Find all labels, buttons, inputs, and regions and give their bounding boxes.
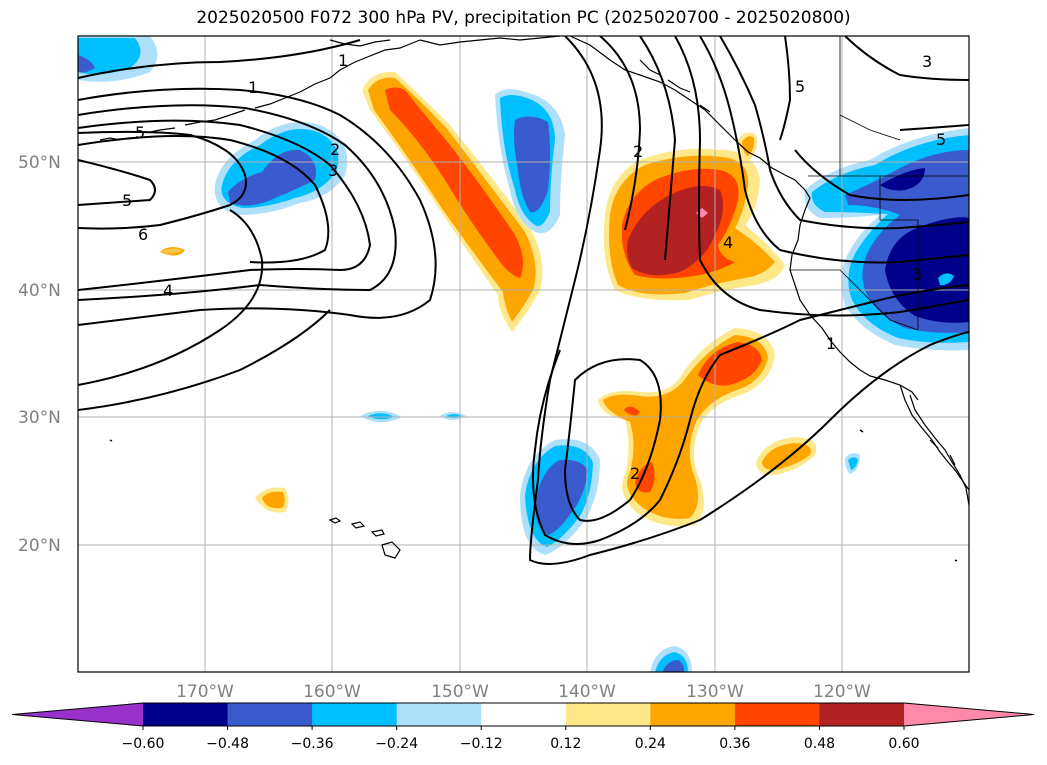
longitude-label: 140°W	[558, 682, 616, 702]
colorbar-tick-label: 0.24	[635, 736, 666, 752]
contour-label: 1	[338, 51, 348, 70]
contour-label: 4	[723, 233, 733, 252]
pv-contours	[78, 36, 969, 565]
coastlines	[99, 36, 969, 562]
contour-label: 5	[936, 130, 946, 149]
colorbar-segment	[143, 703, 229, 726]
latitude-label: 40°N	[18, 281, 61, 301]
longitude-label: 130°W	[686, 682, 744, 702]
colorbar-segment	[565, 703, 651, 726]
contour-label: 5	[795, 77, 805, 96]
contour-label: 3	[922, 52, 932, 71]
colorbar-segment	[396, 703, 482, 726]
negative-anomaly-subtropical	[520, 439, 600, 555]
latitude-axis: 50°N 40°N 30°N 20°N	[18, 153, 61, 556]
contour-label: 1	[248, 78, 258, 97]
contour-label: 1	[826, 334, 836, 353]
colorbar-tick-label: −0.48	[206, 736, 249, 752]
positive-anomaly-small-coast	[738, 132, 758, 160]
colorbar-segment	[734, 703, 820, 726]
contour-label: 4	[163, 281, 173, 300]
negative-anomaly-north	[495, 89, 565, 234]
colorbar-segment	[312, 703, 398, 726]
colorbar-tick-label: 0.36	[719, 736, 750, 752]
colorbar-tick-label: −0.36	[291, 736, 334, 752]
colorbar-tick-label: 0.60	[888, 736, 919, 752]
colorbar-tick-label: −0.24	[375, 736, 418, 752]
colorbar-tick-label: −0.60	[122, 736, 165, 752]
colorbar-tick-label: −0.12	[460, 736, 503, 752]
graticule	[78, 36, 969, 672]
contour-label: 5	[135, 123, 145, 142]
colorbar-segment	[819, 703, 905, 726]
plot-area: 1 1 2 3 5 5 6 4 2 4 1 5 5 3 2 3	[78, 36, 969, 672]
latitude-label: 50°N	[18, 153, 61, 173]
positive-anomaly-streak	[362, 71, 543, 333]
contour-label: 3	[912, 265, 922, 284]
colorbar-segment	[481, 703, 567, 726]
colorbar-segment	[227, 703, 313, 726]
latitude-label: 20°N	[18, 536, 61, 556]
latitude-label: 30°N	[18, 408, 61, 428]
contour-labels: 1 1 2 3 5 5 6 4 2 4 1 5 5 3 2 3	[122, 51, 946, 483]
positive-anomaly-pacific-northwest	[603, 148, 785, 301]
contour-label: 3	[328, 161, 338, 180]
longitude-label: 170°W	[176, 682, 234, 702]
map-title: 2025020500 F072 300 hPa PV, precipitatio…	[196, 8, 851, 28]
longitude-axis: 170°W 160°W 150°W 140°W 130°W 120°W	[176, 682, 871, 702]
contour-label: 5	[122, 191, 132, 210]
map-frame	[77, 35, 970, 673]
contour-label: 2	[630, 464, 640, 483]
colorbar-segment	[650, 703, 736, 726]
negative-anomaly-western-us	[804, 128, 969, 351]
colorbar-extend-max	[904, 703, 1034, 726]
colorbar-tick-label: 0.48	[804, 736, 835, 752]
colorbar-tick-label: 0.12	[550, 736, 581, 752]
longitude-label: 150°W	[431, 682, 489, 702]
contour-label: 2	[330, 140, 340, 159]
colorbar-extend-min	[12, 703, 143, 726]
negative-anomaly-northwest-corner	[78, 36, 158, 82]
colorbar: −0.60 −0.48 −0.36 −0.24 −0.12 0.12 0.24 0.36 0.4…	[11, 702, 1035, 752]
contour-label: 2	[633, 142, 643, 161]
longitude-label: 120°W	[813, 682, 871, 702]
longitude-label: 160°W	[303, 682, 361, 702]
small-anomalies	[160, 246, 954, 672]
contour-label: 6	[138, 225, 148, 244]
